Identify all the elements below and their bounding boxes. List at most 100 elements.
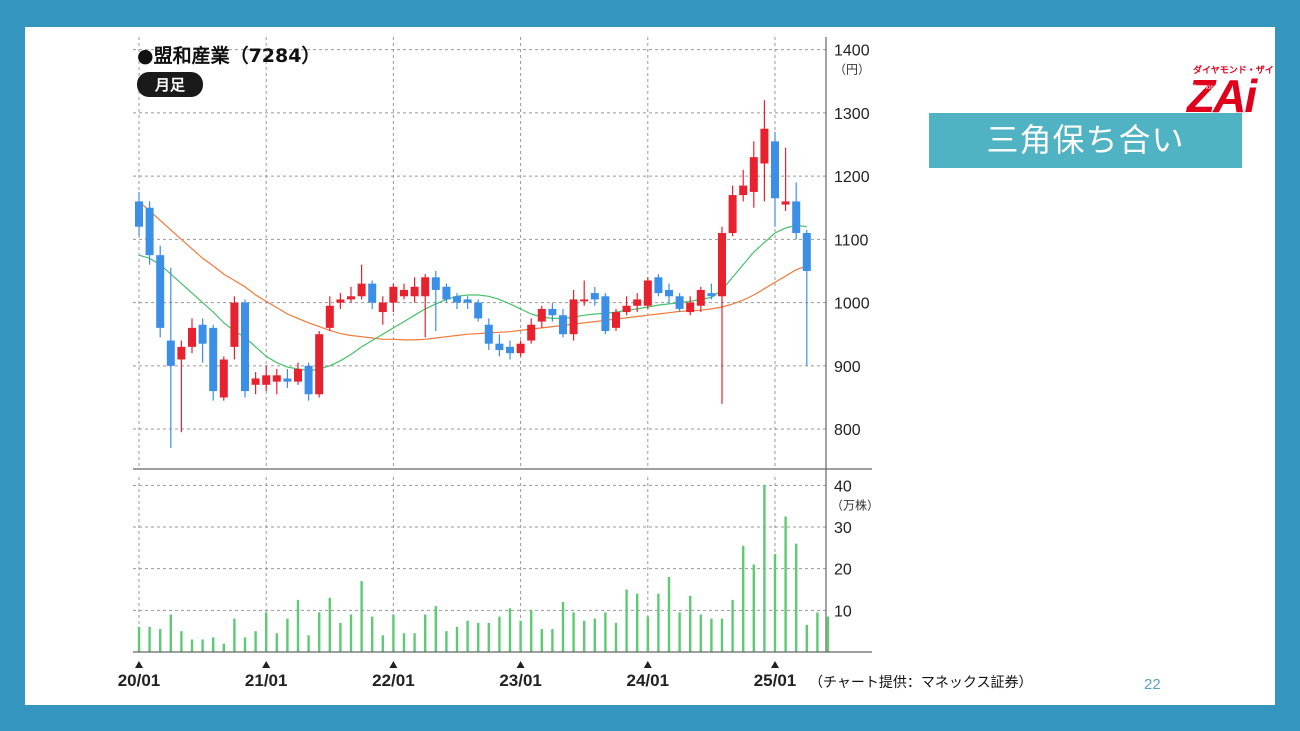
x-tick-marker — [643, 661, 652, 668]
candle-body — [654, 277, 663, 294]
candle-body — [188, 327, 196, 347]
candle — [612, 308, 620, 332]
volume-bar — [508, 608, 512, 652]
candle-body — [643, 280, 652, 306]
candle — [294, 362, 302, 385]
candle-body — [230, 302, 239, 347]
candle — [771, 131, 779, 227]
candle — [389, 283, 398, 313]
candle — [209, 324, 218, 401]
candle-body — [198, 324, 207, 344]
candle — [506, 340, 514, 360]
candle — [156, 245, 165, 338]
candle — [135, 191, 143, 237]
candle — [410, 277, 419, 303]
volume-bar — [636, 593, 639, 652]
volume-bar — [625, 589, 628, 652]
candle — [728, 185, 737, 237]
stock-chart: 800 900 1000 1100 1200 1300 1400 10 20 30 40 20/01 2… — [118, 37, 1032, 691]
volume-bar — [519, 620, 522, 652]
candle — [622, 296, 631, 316]
candle-body — [760, 128, 769, 164]
volume-bar — [424, 614, 427, 652]
candle-body — [294, 368, 302, 382]
logo-wordmark: ZAi — [1187, 70, 1257, 122]
volume-bar — [667, 577, 671, 652]
candle-body — [707, 293, 716, 297]
logo-sub: Diamond — [1193, 85, 1218, 91]
candle — [347, 286, 355, 303]
candle — [325, 296, 334, 332]
volume-bar — [318, 612, 321, 652]
candle — [177, 340, 186, 433]
volume-bar — [233, 618, 236, 652]
volume-bar — [710, 618, 713, 652]
candle — [283, 368, 292, 388]
candle-body — [665, 289, 673, 297]
volume-bar — [381, 635, 384, 652]
volume-tick-label: 40 — [834, 478, 852, 495]
moving-average-long — [138, 200, 808, 341]
volume-bar — [773, 554, 777, 652]
candle — [802, 229, 811, 366]
x-tick-marker — [135, 661, 143, 668]
candle-body — [728, 195, 737, 234]
candle — [272, 368, 281, 395]
price-tick-label: 800 — [834, 422, 861, 439]
volume-bar — [678, 612, 681, 652]
candle — [145, 201, 154, 265]
candle-body — [421, 277, 430, 297]
candle — [696, 286, 705, 313]
volume-bar — [169, 614, 172, 652]
candle — [188, 318, 196, 354]
volume-bar — [657, 593, 660, 652]
candle-body — [781, 201, 790, 205]
candle-body — [569, 299, 578, 335]
candle-body — [739, 185, 748, 196]
candle — [484, 318, 493, 351]
candle — [590, 286, 599, 306]
candle-body — [718, 233, 726, 297]
candle — [400, 283, 408, 300]
volume-bar — [763, 485, 766, 652]
candle-body — [156, 255, 165, 328]
candle — [241, 299, 249, 398]
candle — [495, 334, 504, 357]
moving-average-short — [138, 224, 807, 372]
candle — [718, 226, 726, 404]
candle — [739, 169, 748, 202]
candle — [219, 356, 228, 401]
candle-body — [304, 365, 313, 395]
x-tick-label: 24/01 — [627, 671, 670, 690]
page-number: 22 — [1144, 676, 1161, 693]
volume-bar — [614, 622, 618, 652]
volume-bar — [148, 627, 151, 652]
chart-title: ●盟和産業（7284） — [137, 44, 320, 67]
candle — [251, 372, 260, 395]
candle-body — [749, 157, 758, 192]
volume-bar — [742, 545, 745, 652]
volume-bar — [593, 618, 596, 652]
candle-body — [601, 296, 610, 332]
candle-body — [484, 324, 493, 344]
volume-tick-label: 10 — [834, 603, 852, 620]
candle — [431, 270, 440, 332]
x-tick-marker — [771, 661, 779, 668]
candle-body — [675, 296, 684, 309]
candle-body — [336, 299, 345, 303]
candle-body — [378, 302, 387, 313]
chart-credit: （チャート提供：マネックス証券） — [809, 675, 1032, 691]
zai-logo: ダイヤモンド・ザイ ZAi Diamond — [1187, 63, 1287, 123]
price-tick-label: 1300 — [834, 106, 870, 123]
candle — [198, 318, 207, 363]
candle-body — [792, 201, 801, 234]
x-tick-label: 22/01 — [372, 671, 415, 690]
volume-bar — [530, 610, 533, 652]
candle — [548, 302, 557, 322]
candle — [453, 293, 461, 309]
candle — [792, 182, 801, 240]
volume-bar — [583, 620, 586, 652]
volume-bar — [286, 618, 289, 652]
candle — [474, 299, 483, 322]
candle-body — [622, 305, 631, 313]
